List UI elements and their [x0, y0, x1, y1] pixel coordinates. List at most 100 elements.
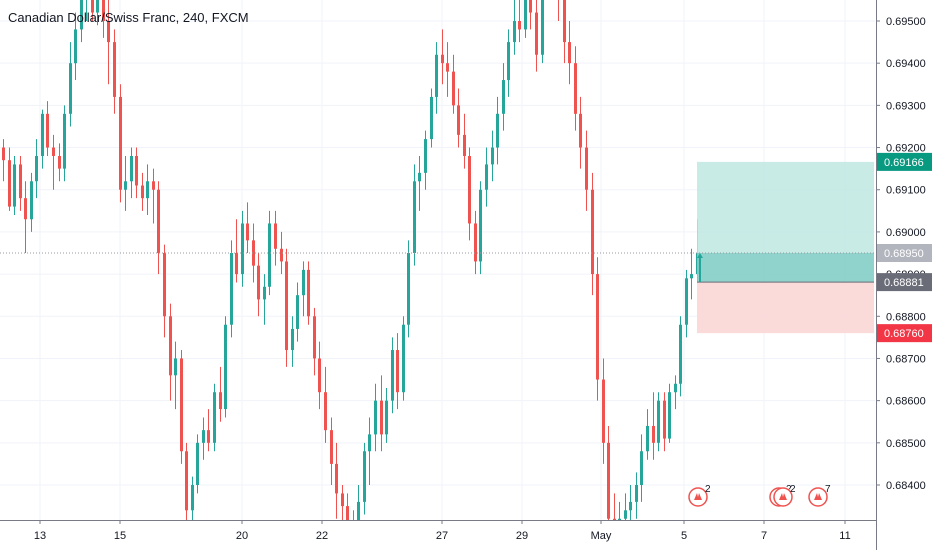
loss-zone[interactable]: [697, 282, 874, 334]
candle-body: [396, 350, 399, 393]
candle-body: [663, 400, 666, 439]
candle-body: [174, 358, 177, 376]
x-tick-label: 11: [839, 530, 850, 542]
candle-body: [157, 189, 160, 253]
candle-body: [668, 392, 671, 439]
candle-body: [235, 253, 238, 275]
candle-body: [407, 253, 410, 325]
x-tick-label: 22: [316, 530, 328, 542]
y-tick-label: 0.69000: [886, 227, 926, 239]
candle-body: [391, 350, 394, 401]
y-tick-label: 0.68700: [886, 353, 926, 365]
candle-body: [207, 430, 210, 443]
candle-body: [35, 155, 38, 182]
candle-body: [307, 269, 310, 317]
candle-body: [169, 316, 172, 376]
stop-loss-label: 0.68760: [884, 328, 924, 340]
maple-leaf-icon: [694, 493, 702, 500]
candle-body: [535, 12, 538, 55]
candle-body: [41, 113, 44, 156]
candle-body: [263, 286, 266, 300]
y-tick-label: 0.69300: [886, 100, 926, 112]
filled-profit-zone: [697, 253, 874, 283]
event-count: 2: [705, 484, 711, 495]
y-tick-label: 0.69500: [886, 16, 926, 28]
candle-body: [113, 42, 116, 97]
candle-body: [196, 442, 199, 485]
candle-body: [219, 392, 222, 410]
candle-body: [441, 54, 444, 64]
candle-body: [313, 316, 316, 359]
maple-leaf-icon: [814, 493, 822, 500]
candle-body: [302, 269, 305, 296]
candle-body: [74, 29, 77, 64]
candle-body: [690, 274, 693, 279]
candle-body: [324, 392, 327, 431]
candle-body: [418, 172, 421, 182]
candle-body: [102, 0, 105, 22]
candle-body: [446, 63, 449, 72]
candle-body: [330, 430, 333, 464]
candle-body: [335, 463, 338, 494]
candle-body: [474, 223, 477, 262]
candle-body: [241, 223, 244, 275]
candle-body: [185, 451, 188, 511]
candle-body: [502, 80, 505, 114]
candle-body: [152, 181, 155, 190]
candle-body: [541, 0, 544, 55]
candle-body: [368, 434, 371, 452]
candle-body: [457, 105, 460, 135]
candle-body: [579, 113, 582, 148]
time-axis-panel[interactable]: [0, 520, 876, 550]
take-profit-label-bg: [877, 152, 932, 171]
candle-body: [602, 379, 605, 443]
candle-body: [341, 493, 344, 507]
x-tick-label: 27: [436, 530, 448, 542]
candle-body: [685, 278, 688, 325]
candle-body: [607, 442, 610, 519]
entry-price-label: 0.68881: [884, 277, 924, 289]
candle-body: [252, 240, 255, 266]
candle-body: [596, 274, 599, 380]
candle-body: [435, 54, 438, 97]
candle-body: [374, 400, 377, 435]
event-count: 7: [825, 484, 831, 495]
profit-zone[interactable]: [697, 161, 874, 283]
candle-body: [640, 451, 643, 485]
candle-body: [518, 21, 521, 30]
maple-leaf-icon: [779, 493, 787, 500]
candle-body: [629, 501, 632, 511]
take-profit-label: 0.69166: [884, 157, 924, 169]
candle-body: [385, 400, 388, 435]
candle-body: [285, 261, 288, 351]
y-tick-label: 0.68400: [886, 480, 926, 492]
candle-body: [430, 96, 433, 140]
candle-body: [524, 0, 527, 30]
candle-body: [591, 189, 594, 275]
candle-body: [463, 134, 466, 156]
candle-body: [635, 485, 638, 502]
candle-body: [180, 358, 183, 452]
candle-body: [563, 0, 566, 43]
candle-body: [318, 358, 321, 393]
candle-body: [8, 160, 11, 207]
candle-body: [679, 324, 682, 384]
candle-body: [163, 253, 166, 317]
candle-body: [107, 21, 110, 43]
candle-body: [141, 185, 144, 199]
candle-body: [268, 223, 271, 287]
candle-body: [124, 181, 127, 190]
candle-body: [130, 155, 133, 182]
candle-body: [674, 383, 677, 393]
y-tick-label: 0.68800: [886, 311, 926, 323]
current-price-label-bg: [877, 244, 932, 262]
candle-body: [257, 265, 260, 300]
candle-body: [413, 181, 416, 253]
candle-body: [479, 189, 482, 262]
candle-body: [291, 328, 294, 351]
candle-body: [69, 63, 72, 114]
entry-price-label-bg: [877, 273, 932, 292]
y-tick-label: 0.68600: [886, 396, 926, 408]
